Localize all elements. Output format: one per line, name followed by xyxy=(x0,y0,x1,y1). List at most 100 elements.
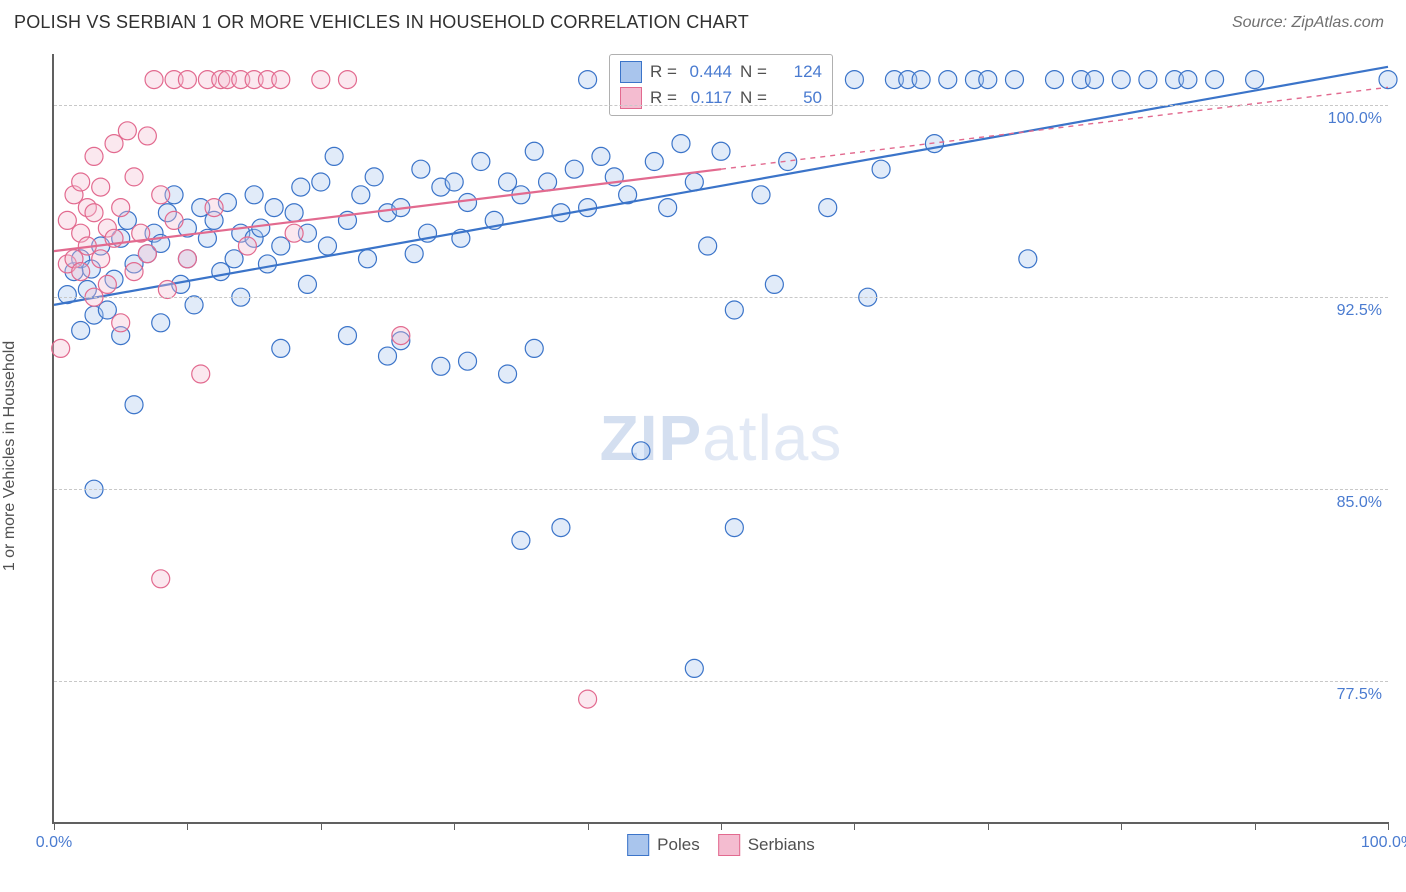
scatter-point-serbians xyxy=(138,127,156,145)
scatter-point-poles xyxy=(752,186,770,204)
scatter-point-serbians xyxy=(72,263,90,281)
y-tick-label: 92.5% xyxy=(1337,302,1382,320)
x-tick xyxy=(54,822,55,830)
scatter-point-serbians xyxy=(579,690,597,708)
scatter-point-poles xyxy=(685,659,703,677)
scatter-point-poles xyxy=(712,142,730,160)
scatter-point-poles xyxy=(725,519,743,537)
scatter-point-serbians xyxy=(205,199,223,217)
stat-r-label: R = xyxy=(650,62,678,82)
x-tick-label: 100.0% xyxy=(1361,834,1406,852)
scatter-point-poles xyxy=(245,186,263,204)
scatter-point-serbians xyxy=(165,211,183,229)
stats-row-serbians: R = 0.117 N = 50 xyxy=(620,85,822,111)
scatter-point-poles xyxy=(312,173,330,191)
scatter-point-poles xyxy=(539,173,557,191)
scatter-point-serbians xyxy=(145,71,163,89)
gridline-h xyxy=(54,105,1388,106)
scatter-point-serbians xyxy=(392,327,410,345)
scatter-point-poles xyxy=(1112,71,1130,89)
scatter-point-poles xyxy=(445,173,463,191)
x-tick xyxy=(988,822,989,830)
scatter-point-poles xyxy=(459,193,477,211)
scatter-point-poles xyxy=(1179,71,1197,89)
gridline-h xyxy=(54,681,1388,682)
scatter-point-poles xyxy=(318,237,336,255)
x-tick xyxy=(1388,822,1389,830)
header-row: POLISH VS SERBIAN 1 OR MORE VEHICLES IN … xyxy=(0,0,1406,41)
gridline-h xyxy=(54,297,1388,298)
legend-label-poles: Poles xyxy=(657,835,700,855)
x-tick-label: 0.0% xyxy=(36,834,72,852)
x-tick xyxy=(1121,822,1122,830)
swatch-poles xyxy=(627,834,649,856)
scatter-point-poles xyxy=(1246,71,1264,89)
scatter-point-poles xyxy=(325,147,343,165)
scatter-point-poles xyxy=(1019,250,1037,268)
scatter-point-poles xyxy=(512,531,530,549)
scatter-point-poles xyxy=(472,153,490,171)
scatter-point-serbians xyxy=(112,199,130,217)
scatter-point-poles xyxy=(912,71,930,89)
x-tick xyxy=(187,822,188,830)
scatter-point-serbians xyxy=(138,245,156,263)
scatter-point-serbians xyxy=(85,147,103,165)
stat-n-poles: 124 xyxy=(776,62,822,82)
scatter-point-serbians xyxy=(118,122,136,140)
y-tick-label: 77.5% xyxy=(1337,686,1382,704)
scatter-point-poles xyxy=(1086,71,1104,89)
scatter-point-poles xyxy=(1046,71,1064,89)
scatter-point-serbians xyxy=(158,281,176,299)
scatter-point-serbians xyxy=(92,178,110,196)
scatter-point-poles xyxy=(1379,71,1397,89)
scatter-point-poles xyxy=(939,71,957,89)
chart-wrap: 1 or more Vehicles in Household ZIPatlas… xyxy=(14,46,1394,866)
scatter-point-poles xyxy=(125,396,143,414)
x-tick xyxy=(854,822,855,830)
scatter-point-poles xyxy=(579,71,597,89)
scatter-point-poles xyxy=(659,199,677,217)
bottom-legend: Poles Serbians xyxy=(627,834,815,856)
x-tick xyxy=(1255,822,1256,830)
scatter-point-poles xyxy=(685,173,703,191)
scatter-point-poles xyxy=(632,442,650,460)
x-tick xyxy=(588,822,589,830)
y-tick-label: 100.0% xyxy=(1328,110,1382,128)
scatter-point-poles xyxy=(1139,71,1157,89)
scatter-point-serbians xyxy=(125,263,143,281)
scatter-point-poles xyxy=(845,71,863,89)
scatter-point-poles xyxy=(499,365,517,383)
y-axis-label: 1 or more Vehicles in Household xyxy=(1,341,19,571)
scatter-point-poles xyxy=(525,142,543,160)
scatter-point-poles xyxy=(265,199,283,217)
scatter-point-poles xyxy=(672,135,690,153)
source-label: Source: ZipAtlas.com xyxy=(1232,14,1384,32)
scatter-point-poles xyxy=(1005,71,1023,89)
scatter-point-serbians xyxy=(178,250,196,268)
scatter-point-poles xyxy=(379,347,397,365)
scatter-point-serbians xyxy=(338,71,356,89)
scatter-point-serbians xyxy=(72,173,90,191)
scatter-point-poles xyxy=(352,186,370,204)
scatter-point-serbians xyxy=(52,339,70,357)
scatter-point-poles xyxy=(765,275,783,293)
gridline-h xyxy=(54,489,1388,490)
scatter-point-poles xyxy=(699,237,717,255)
scatter-point-poles xyxy=(412,160,430,178)
scatter-point-poles xyxy=(152,314,170,332)
scatter-point-poles xyxy=(1206,71,1224,89)
scatter-point-poles xyxy=(258,255,276,273)
scatter-point-poles xyxy=(185,296,203,314)
scatter-point-poles xyxy=(592,147,610,165)
y-tick-label: 85.0% xyxy=(1337,494,1382,512)
scatter-point-poles xyxy=(645,153,663,171)
legend-item-serbians: Serbians xyxy=(718,834,815,856)
scatter-point-serbians xyxy=(285,224,303,242)
scatter-point-poles xyxy=(552,519,570,537)
scatter-point-serbians xyxy=(272,71,290,89)
scatter-point-poles xyxy=(338,327,356,345)
scatter-point-poles xyxy=(272,339,290,357)
scatter-point-serbians xyxy=(125,168,143,186)
stats-row-poles: R = 0.444 N = 124 xyxy=(620,59,822,85)
scatter-point-serbians xyxy=(152,186,170,204)
